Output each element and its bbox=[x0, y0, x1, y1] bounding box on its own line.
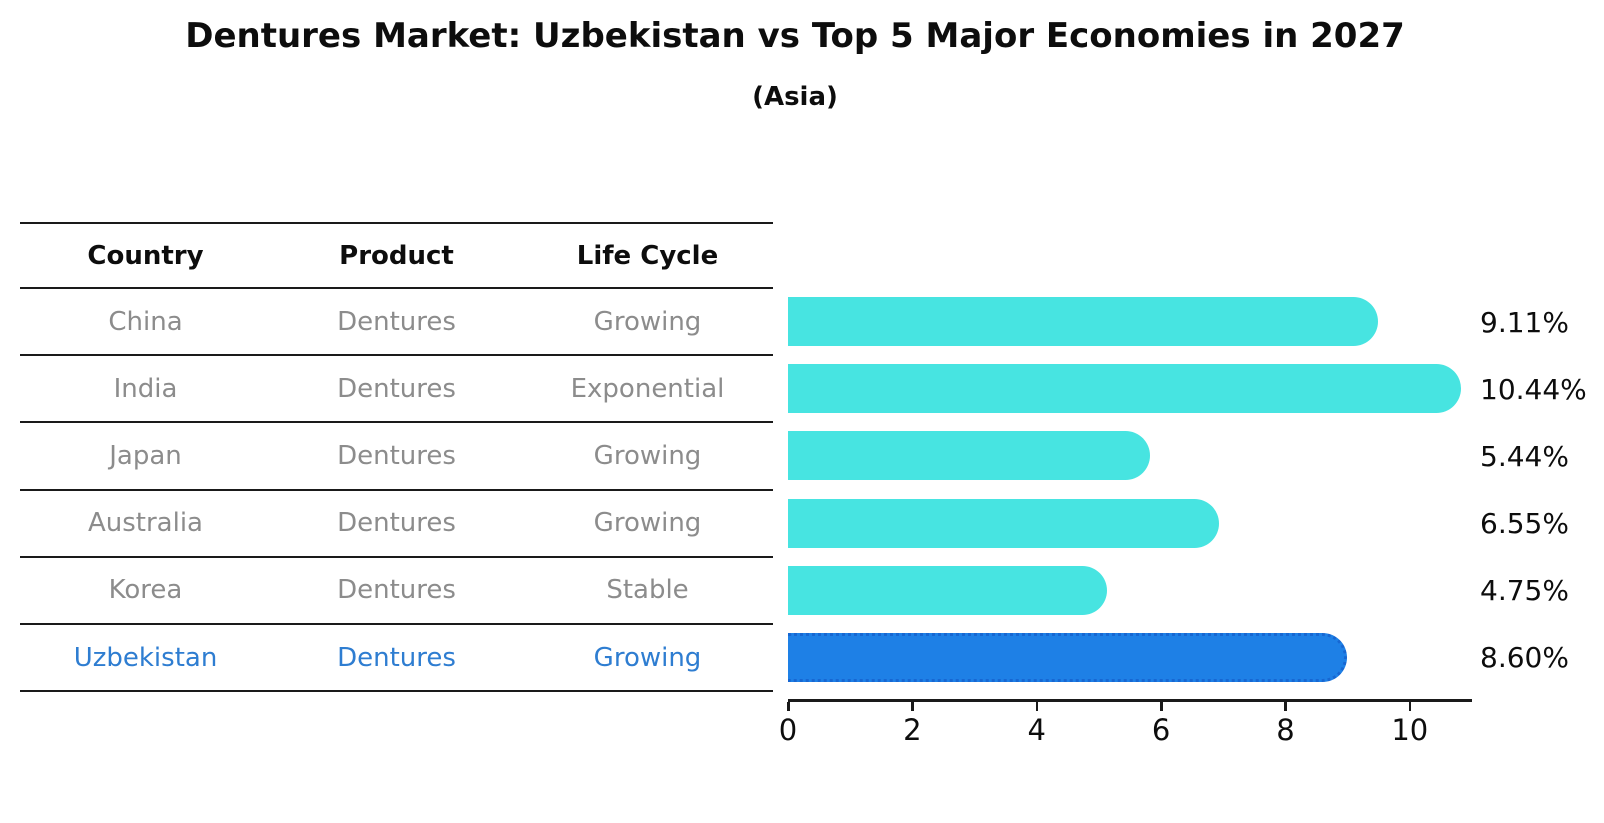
table-header-product: Product bbox=[339, 240, 454, 271]
chart-subtitle: (Asia) bbox=[752, 82, 838, 112]
value-label-australia: 6.55% bbox=[1480, 507, 1569, 541]
table-cell-product: Dentures bbox=[337, 373, 456, 404]
table-cell-country: Japan bbox=[109, 440, 182, 471]
x-axis-tick-label: 4 bbox=[1027, 713, 1046, 747]
value-label-india: 10.44% bbox=[1480, 372, 1587, 406]
x-axis-tick bbox=[1284, 702, 1287, 711]
table-body: China Dentures Growing India Dentures Exponen… bbox=[20, 289, 773, 693]
x-axis-tick bbox=[1035, 702, 1039, 711]
value-label-uzbekistan: 8.60% bbox=[1480, 641, 1569, 675]
bar-korea bbox=[788, 565, 1108, 615]
table-cell-life-cycle: Growing bbox=[593, 440, 702, 471]
table-cell-life-cycle: Growing bbox=[593, 642, 702, 673]
table-row-india: India Dentures Exponential bbox=[20, 356, 773, 424]
table-row-uzbekistan: Uzbekistan Dentures Growing bbox=[20, 625, 773, 693]
bar-china bbox=[788, 297, 1379, 347]
x-axis-line bbox=[788, 699, 1472, 702]
table-header-country: Country bbox=[87, 240, 204, 271]
table-cell-country: China bbox=[108, 306, 183, 337]
x-axis-tick bbox=[787, 702, 790, 711]
table-header-row: Country Product Life Cycle bbox=[20, 222, 773, 289]
table-cell-life-cycle: Stable bbox=[606, 575, 689, 606]
value-label-japan: 5.44% bbox=[1480, 439, 1569, 473]
x-axis-tick-label: 2 bbox=[903, 713, 922, 747]
bar-uzbekistan bbox=[788, 632, 1347, 682]
table-cell-life-cycle: Exponential bbox=[570, 373, 725, 404]
x-axis-tick bbox=[1408, 702, 1412, 711]
x-axis-tick-label: 0 bbox=[778, 713, 798, 747]
bar-australia bbox=[788, 498, 1220, 548]
comparison-table: Country Product Life Cycle China Dentures… bbox=[20, 222, 773, 693]
table-row-australia: Australia Dentures Growing bbox=[20, 491, 773, 558]
x-axis-tick-label: 10 bbox=[1391, 713, 1429, 747]
x-axis-tick bbox=[1160, 702, 1163, 711]
table-cell-product: Dentures bbox=[337, 642, 456, 673]
bar-chart-plot: 0 2 4 6 8 10 bbox=[779, 289, 1472, 749]
table-cell-product: Dentures bbox=[337, 508, 456, 539]
table-row-japan: Japan Dentures Growing bbox=[20, 423, 773, 491]
table-cell-country: Uzbekistan bbox=[73, 642, 218, 673]
table-cell-country: Australia bbox=[87, 508, 203, 539]
value-label-korea: 4.75% bbox=[1480, 574, 1569, 608]
chart-title: Dentures Market: Uzbekistan vs Top 5 Maj… bbox=[185, 16, 1405, 56]
table-cell-life-cycle: Growing bbox=[593, 508, 702, 539]
table-cell-life-cycle: Growing bbox=[593, 306, 702, 337]
table-row-china: China Dentures Growing bbox=[20, 289, 773, 357]
value-label-china: 9.11% bbox=[1480, 305, 1569, 339]
table-cell-product: Dentures bbox=[337, 440, 456, 471]
x-axis-tick-label: 6 bbox=[1151, 713, 1171, 747]
bar-india bbox=[788, 364, 1462, 414]
x-axis-tick bbox=[911, 702, 914, 711]
table-header-life-cycle: Life Cycle bbox=[576, 240, 719, 271]
table-cell-country: Korea bbox=[108, 575, 183, 606]
x-axis-tick-label: 8 bbox=[1276, 713, 1295, 747]
table-row-korea: Korea Dentures Stable bbox=[20, 558, 773, 625]
bar-japan bbox=[788, 431, 1151, 481]
table-cell-product: Dentures bbox=[337, 306, 456, 337]
table-cell-product: Dentures bbox=[337, 575, 456, 606]
table-cell-country: India bbox=[113, 373, 178, 404]
